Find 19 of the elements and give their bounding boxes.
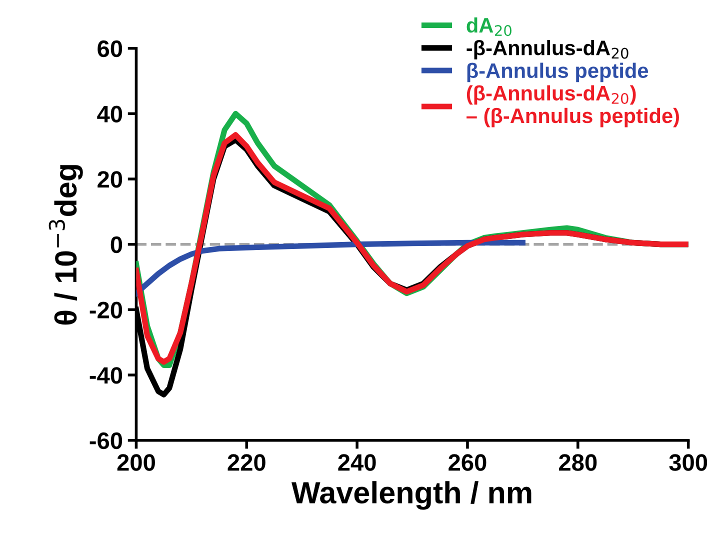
y-tick-label: 0 xyxy=(110,236,122,254)
legend-label: -β-Annulus-dA$_{20}$ xyxy=(466,40,628,60)
y-axis-title: θ / 10$^{−3}$deg xyxy=(48,165,83,325)
y-tick-label: 20 xyxy=(98,171,122,188)
y-tick-label: -60 xyxy=(90,432,122,450)
y-tick-label: -20 xyxy=(90,302,122,318)
x-tick-label: 280 xyxy=(559,454,597,471)
y-tick-label: -40 xyxy=(90,367,122,384)
legend-label: β-Annulus peptide xyxy=(467,62,648,82)
legend-label: (β-Annulus-dA$_{20}$) – (β-Annulus peptide) xyxy=(466,85,679,128)
x-tick-label: 260 xyxy=(448,454,486,471)
y-tick-label: 60 xyxy=(98,40,122,58)
x-tick-label: 220 xyxy=(228,454,266,471)
x-tick-label: 200 xyxy=(117,454,155,471)
x-tick-label: 240 xyxy=(338,454,376,471)
y-tick-label: 40 xyxy=(97,106,122,122)
legend-label: dA$_{20}$ xyxy=(466,17,512,36)
x-tick-label: 300 xyxy=(669,454,708,471)
x-axis-title: Wavelength / nm xyxy=(291,481,532,510)
